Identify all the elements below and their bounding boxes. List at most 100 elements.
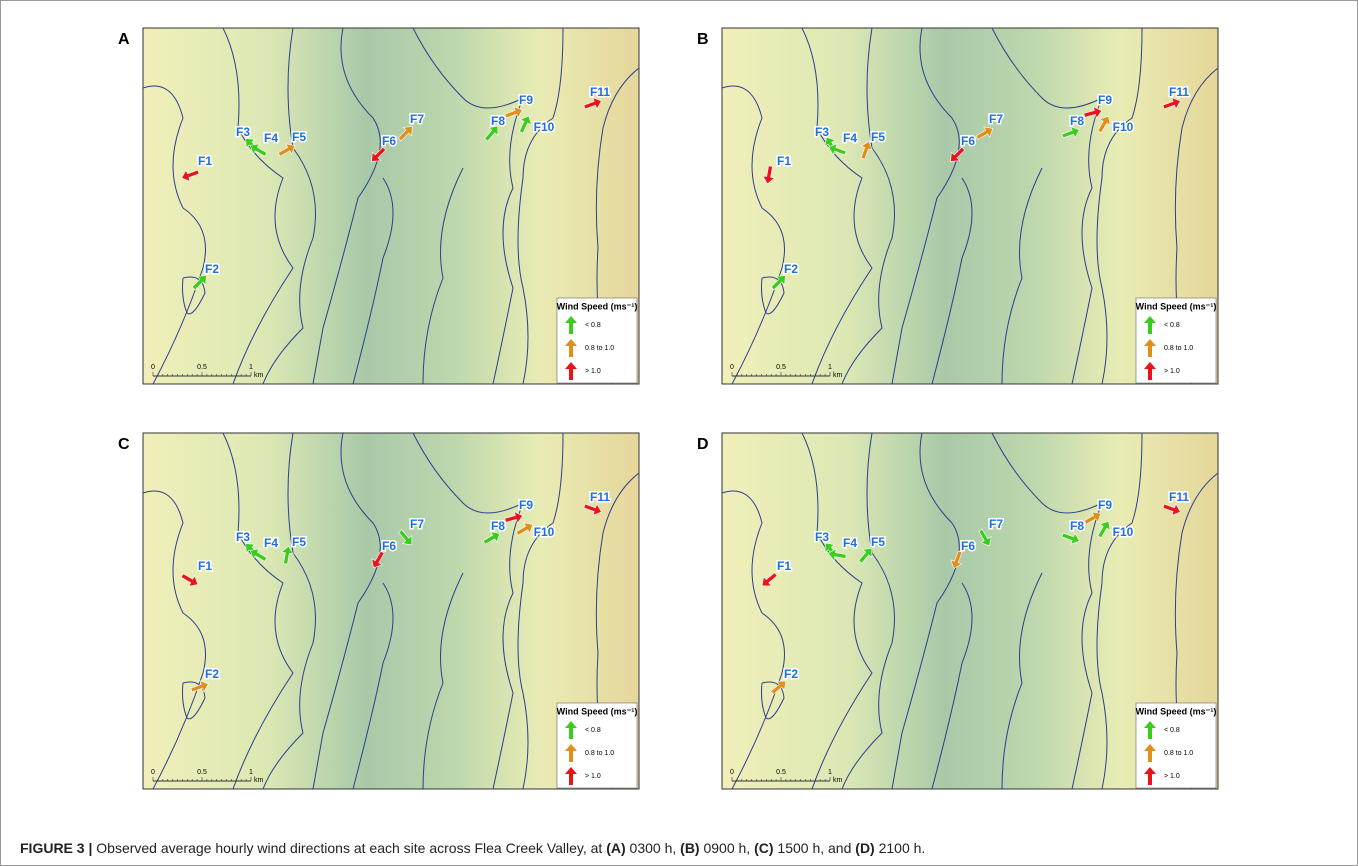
site-label: F8 (491, 519, 505, 533)
legend: Wind Speed (ms⁻¹) < 0.8 0.8 to 1.0 > 1.0 (557, 703, 638, 788)
site-label: F3 (236, 125, 250, 139)
legend-title: Wind Speed (ms⁻¹) (1136, 301, 1217, 311)
panel-label: D (697, 436, 709, 453)
legend-label: < 0.8 (1164, 322, 1180, 329)
caption-part: FIGURE 3 | (20, 840, 92, 856)
site-label: F11 (590, 490, 610, 504)
site-label: F5 (292, 535, 306, 549)
scale-label: 0 (730, 364, 734, 371)
caption-part: Observed average hourly wind directions … (92, 840, 606, 856)
legend: Wind Speed (ms⁻¹) < 0.8 0.8 to 1.0 > 1.0 (557, 298, 638, 383)
caption-part: 0300 h, (626, 840, 681, 856)
site-label: F8 (491, 114, 505, 128)
scale-unit: km (254, 372, 264, 379)
site-label: F1 (777, 154, 791, 168)
site-label: F11 (590, 85, 610, 99)
site-label: F3 (815, 530, 829, 544)
site-label: F4 (843, 536, 857, 550)
page: AF1F2F3F4F5F6F7F8F9F10F11Wind Speed (ms⁻… (0, 0, 1358, 866)
legend-label: < 0.8 (585, 727, 601, 734)
caption-part: (B) (680, 840, 699, 856)
site-label: F7 (989, 517, 1003, 531)
site-label: F7 (410, 112, 424, 126)
scale-label: 0 (151, 364, 155, 371)
legend-label: < 0.8 (1164, 727, 1180, 734)
scale-unit: km (833, 777, 843, 784)
site-label: F11 (1169, 490, 1189, 504)
caption-part: 0900 h, (700, 840, 755, 856)
legend-label: > 1.0 (1164, 773, 1180, 780)
site-label: F9 (519, 93, 533, 107)
scale-unit: km (254, 777, 264, 784)
legend-label: > 1.0 (585, 368, 601, 375)
site-label: F4 (264, 536, 278, 550)
site-label: F6 (961, 134, 975, 148)
site-label: F4 (264, 131, 278, 145)
site-label: F10 (534, 525, 555, 539)
scale-label: 0.5 (776, 769, 786, 776)
caption-part: (A) (606, 840, 625, 856)
scale-label: 1 (828, 364, 832, 371)
site-label: F5 (871, 535, 885, 549)
legend: Wind Speed (ms⁻¹) < 0.8 0.8 to 1.0 > 1.0 (1136, 703, 1217, 788)
legend-label: > 1.0 (1164, 368, 1180, 375)
legend-label: > 1.0 (585, 773, 601, 780)
scale-label: 1 (249, 769, 253, 776)
scale-label: 0.5 (776, 364, 786, 371)
map-panel: D F1 F2 F3 F4 F5 F6 F7 F8 F9F10 F11 Wind Speed (ms⁻… (697, 433, 1218, 789)
scale-label: 1 (828, 769, 832, 776)
site-label: F3 (815, 125, 829, 139)
site-label: F1 (777, 559, 791, 573)
scale-label: 0.5 (197, 769, 207, 776)
site-label: F1 (198, 559, 212, 573)
site-label: F1 (198, 154, 212, 168)
panel-label: C (118, 436, 130, 453)
site-label: F11 (1169, 85, 1189, 99)
site-label: F10 (534, 120, 555, 134)
legend-label: 0.8 to 1.0 (585, 345, 614, 352)
site-label: F7 (410, 517, 424, 531)
legend-label: 0.8 to 1.0 (1164, 750, 1193, 757)
legend-label: 0.8 to 1.0 (1164, 345, 1193, 352)
site-label: F9 (1098, 498, 1112, 512)
site-label: F2 (784, 262, 798, 276)
site-label: F3 (236, 530, 250, 544)
site-label: F4 (843, 131, 857, 145)
legend-label: < 0.8 (585, 322, 601, 329)
site-label: F5 (871, 130, 885, 144)
legend-label: 0.8 to 1.0 (585, 750, 614, 757)
scale-label: 1 (249, 364, 253, 371)
site-label: F8 (1070, 519, 1084, 533)
legend: Wind Speed (ms⁻¹) < 0.8 0.8 to 1.0 > 1.0 (1136, 298, 1217, 383)
site-label: F6 (382, 539, 396, 553)
site-label: F2 (784, 667, 798, 681)
site-label: F10 (1113, 525, 1134, 539)
site-label: F7 (989, 112, 1003, 126)
legend-title: Wind Speed (ms⁻¹) (557, 301, 638, 311)
scale-unit: km (833, 372, 843, 379)
site-label: F9 (1098, 93, 1112, 107)
caption-part: 2100 h. (875, 840, 926, 856)
figure: AF1F2F3F4F5F6F7F8F9F10F11Wind Speed (ms⁻… (0, 0, 1358, 866)
site-label: F8 (1070, 114, 1084, 128)
site-label: F10 (1113, 120, 1134, 134)
site-label: F9 (519, 498, 533, 512)
legend-title: Wind Speed (ms⁻¹) (557, 706, 638, 716)
site-label: F6 (382, 134, 396, 148)
scale-label: 0.5 (197, 364, 207, 371)
panel-label: A (118, 31, 130, 48)
caption-part: 1500 h, and (774, 840, 856, 856)
caption: FIGURE 3 | Observed average hourly wind … (20, 840, 925, 856)
caption-part: (D) (855, 840, 874, 856)
site-label: F5 (292, 130, 306, 144)
site-label: F2 (205, 667, 219, 681)
scale-label: 0 (151, 769, 155, 776)
legend-title: Wind Speed (ms⁻¹) (1136, 706, 1217, 716)
site-label: F2 (205, 262, 219, 276)
site-label: F6 (961, 539, 975, 553)
panel-label: B (697, 31, 709, 48)
scale-label: 0 (730, 769, 734, 776)
